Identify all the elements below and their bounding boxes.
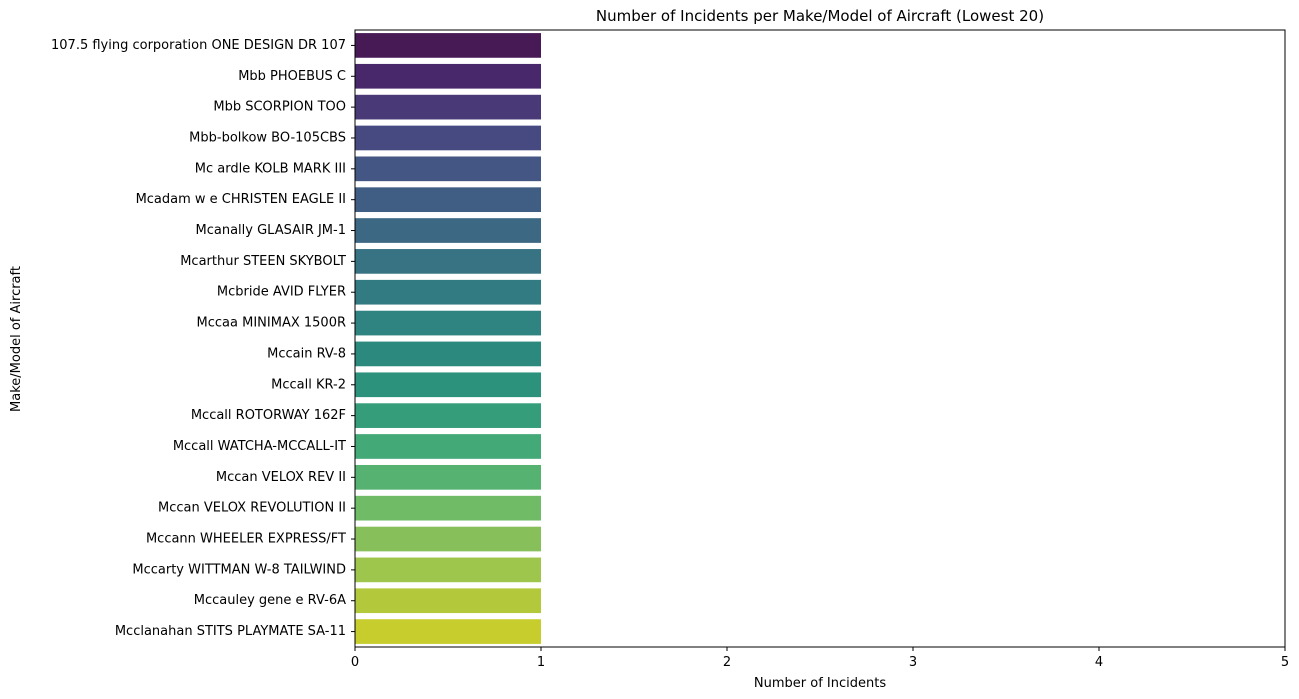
bar [355,372,541,398]
chart-title: Number of Incidents per Make/Model of Ai… [596,7,1044,25]
x-tick-label: 1 [537,655,545,670]
x-tick-label: 0 [351,655,359,670]
y-tick-label: Mccauley gene e RV-6A [194,593,346,608]
y-tick-label: Mccall KR-2 [271,377,346,392]
bar [355,187,541,213]
bar [355,495,541,521]
y-tick-label: Mccan VELOX REVOLUTION II [158,501,346,516]
x-tick-label: 5 [1281,655,1289,670]
y-tick-label: Mccan VELOX REV II [216,470,346,485]
bar [355,557,541,583]
y-tick-label: Mcbride AVID FLYER [217,285,346,300]
x-tick-label: 4 [1095,655,1103,670]
x-tick-label: 2 [723,655,731,670]
y-tick-label: Mbb PHOEBUS C [238,69,346,84]
y-tick-label: 107.5 flying corporation ONE DESIGN DR 1… [51,38,346,53]
bar [355,279,541,305]
bar [355,33,541,58]
bar [355,619,541,644]
y-tick-label: Mbb-bolkow BO-105CBS [189,130,346,145]
y-tick-label: Mccarty WITTMAN W-8 TAILWIND [132,562,346,577]
y-tick-label: Mcarthur STEEN SKYBOLT [180,254,346,269]
y-tick-label: Mbb SCORPION TOO [213,100,346,115]
bar [355,94,541,120]
y-tick-label: Mc ardle KOLB MARK III [195,161,346,176]
x-axis-label: Number of Incidents [754,676,886,691]
y-tick-label: Mcadam w e CHRISTEN EAGLE II [136,192,346,207]
y-tick-label: Mcanally GLASAIR JM-1 [196,223,347,238]
bar [355,156,541,182]
bar [355,249,541,274]
bar [355,341,541,367]
bar [355,63,541,89]
y-axis-ticks: 107.5 flying corporation ONE DESIGN DR 1… [51,38,355,639]
y-tick-label: Mccall ROTORWAY 162F [191,408,346,423]
bar [355,588,541,614]
x-tick-label: 3 [909,655,917,670]
bar [355,464,541,490]
y-tick-label: Mccaa MINIMAX 1500R [197,316,346,331]
bar [355,310,541,336]
bars-group [355,33,541,644]
bar [355,403,541,428]
bar [355,218,541,243]
bar [355,526,541,552]
y-axis-label: Make/Model of Aircraft [9,266,24,412]
y-tick-label: Mccall WATCHA-MCCALL-IT [173,439,346,454]
plot-frame [354,29,1286,648]
y-tick-label: Mccain RV-8 [267,346,346,361]
bar [355,125,541,151]
y-tick-label: Mccann WHEELER EXPRESS/FT [146,532,346,547]
x-axis-ticks: 0 1 2 3 4 5 [351,647,1289,670]
bar [355,434,541,459]
y-tick-label: Mcclanahan STITS PLAYMATE SA-11 [115,624,346,639]
